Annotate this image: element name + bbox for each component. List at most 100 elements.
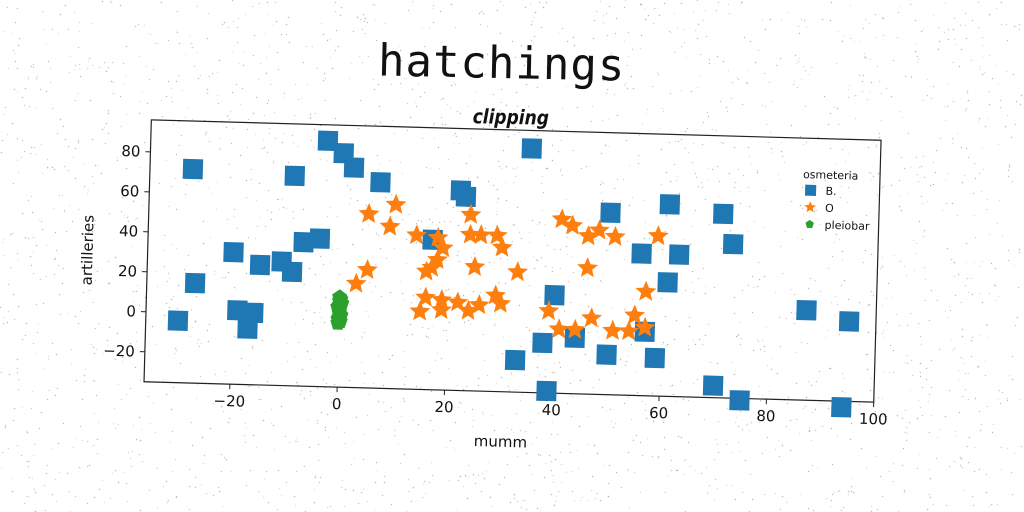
point-square bbox=[644, 347, 666, 369]
point-star bbox=[457, 299, 479, 320]
point-star bbox=[406, 224, 428, 245]
point-star bbox=[507, 261, 529, 282]
legend-title: osmeteria bbox=[803, 168, 859, 183]
plot-frame bbox=[143, 119, 882, 403]
point-star bbox=[421, 256, 443, 277]
point-star bbox=[635, 280, 657, 301]
point-square bbox=[657, 272, 678, 293]
point-square bbox=[455, 186, 477, 207]
point-star bbox=[647, 225, 669, 246]
point-square bbox=[184, 272, 206, 294]
x-tick-label: −20 bbox=[213, 392, 245, 411]
point-square bbox=[712, 203, 734, 225]
x-axis-label: mumm bbox=[474, 432, 528, 451]
point-square bbox=[729, 390, 750, 411]
point-star bbox=[490, 292, 512, 313]
point-square bbox=[544, 284, 565, 306]
point-star bbox=[491, 236, 513, 257]
point-star bbox=[602, 319, 624, 340]
point-square bbox=[600, 202, 621, 224]
point-star bbox=[562, 214, 584, 235]
point-square bbox=[167, 310, 189, 331]
point-square bbox=[284, 165, 306, 187]
point-star bbox=[588, 219, 610, 240]
point-star bbox=[385, 193, 407, 214]
point-star bbox=[470, 224, 492, 245]
point-star bbox=[345, 272, 367, 293]
x-tick-label: 80 bbox=[756, 407, 776, 426]
legend-entry-label: pleiobar bbox=[824, 219, 870, 233]
point-star bbox=[459, 223, 481, 244]
legend-marker bbox=[804, 201, 816, 213]
point-star bbox=[538, 300, 560, 321]
point-square bbox=[536, 380, 557, 402]
point-star bbox=[432, 237, 454, 258]
point-square bbox=[227, 300, 248, 321]
point-square bbox=[237, 318, 258, 339]
x-axis: −20 0 20 40 60 80 100 bbox=[213, 384, 888, 429]
y-axis-label: artilleries bbox=[78, 215, 98, 286]
point-pentagon bbox=[331, 303, 347, 318]
point-square bbox=[309, 228, 331, 249]
point-star bbox=[548, 318, 570, 339]
point-square bbox=[532, 332, 553, 354]
legend-entry-label: O bbox=[825, 202, 834, 215]
point-star bbox=[564, 318, 586, 339]
point-square bbox=[370, 172, 391, 193]
legend-marker bbox=[804, 184, 817, 196]
point-square bbox=[831, 396, 852, 418]
y-tick-label: 40 bbox=[119, 222, 139, 241]
plot-area: −20 0 20 40 60 80 100 −20 0 20 40 60 80 mumm artill… bbox=[78, 119, 888, 451]
point-square bbox=[564, 327, 586, 349]
point-star bbox=[431, 299, 452, 320]
point-square bbox=[631, 243, 652, 264]
point-star bbox=[409, 300, 431, 321]
point-star bbox=[618, 320, 640, 341]
legend-entry-label: B. bbox=[825, 185, 836, 198]
x-tick-label: 40 bbox=[542, 401, 562, 420]
point-square bbox=[521, 138, 543, 159]
y-tick-label: 80 bbox=[121, 142, 141, 161]
point-star bbox=[634, 316, 656, 337]
y-tick-label: 60 bbox=[120, 182, 140, 201]
legend-marker bbox=[805, 219, 814, 228]
y-tick-label: 0 bbox=[126, 302, 136, 320]
point-star bbox=[577, 257, 599, 278]
point-square bbox=[504, 349, 526, 371]
point-square bbox=[281, 261, 303, 283]
x-tick-label: 20 bbox=[434, 398, 454, 417]
point-star bbox=[551, 208, 573, 229]
point-square bbox=[243, 302, 264, 324]
point-square bbox=[182, 158, 204, 180]
point-square bbox=[223, 241, 244, 263]
x-tick-label: 0 bbox=[332, 395, 342, 413]
point-square bbox=[343, 157, 365, 178]
point-square bbox=[293, 231, 314, 253]
point-square bbox=[596, 344, 617, 365]
point-star bbox=[464, 255, 486, 277]
point-star bbox=[356, 258, 378, 280]
point-star bbox=[431, 289, 453, 310]
point-square bbox=[796, 299, 817, 321]
data-marks bbox=[167, 130, 860, 418]
point-star bbox=[416, 260, 437, 281]
point-star bbox=[578, 225, 599, 246]
y-tick-label: −20 bbox=[103, 342, 135, 361]
point-star bbox=[486, 224, 508, 245]
point-star bbox=[485, 284, 507, 305]
point-star bbox=[447, 291, 469, 312]
y-tick-label: 20 bbox=[118, 262, 138, 281]
point-star bbox=[604, 225, 626, 246]
y-axis: −20 0 20 40 60 80 bbox=[103, 142, 151, 361]
point-square bbox=[249, 254, 271, 276]
point-square bbox=[659, 194, 681, 215]
point-star bbox=[379, 215, 401, 236]
point-star bbox=[581, 307, 603, 328]
point-star bbox=[624, 304, 646, 325]
point-square bbox=[702, 375, 724, 396]
point-star bbox=[460, 203, 482, 224]
point-square bbox=[722, 233, 744, 255]
